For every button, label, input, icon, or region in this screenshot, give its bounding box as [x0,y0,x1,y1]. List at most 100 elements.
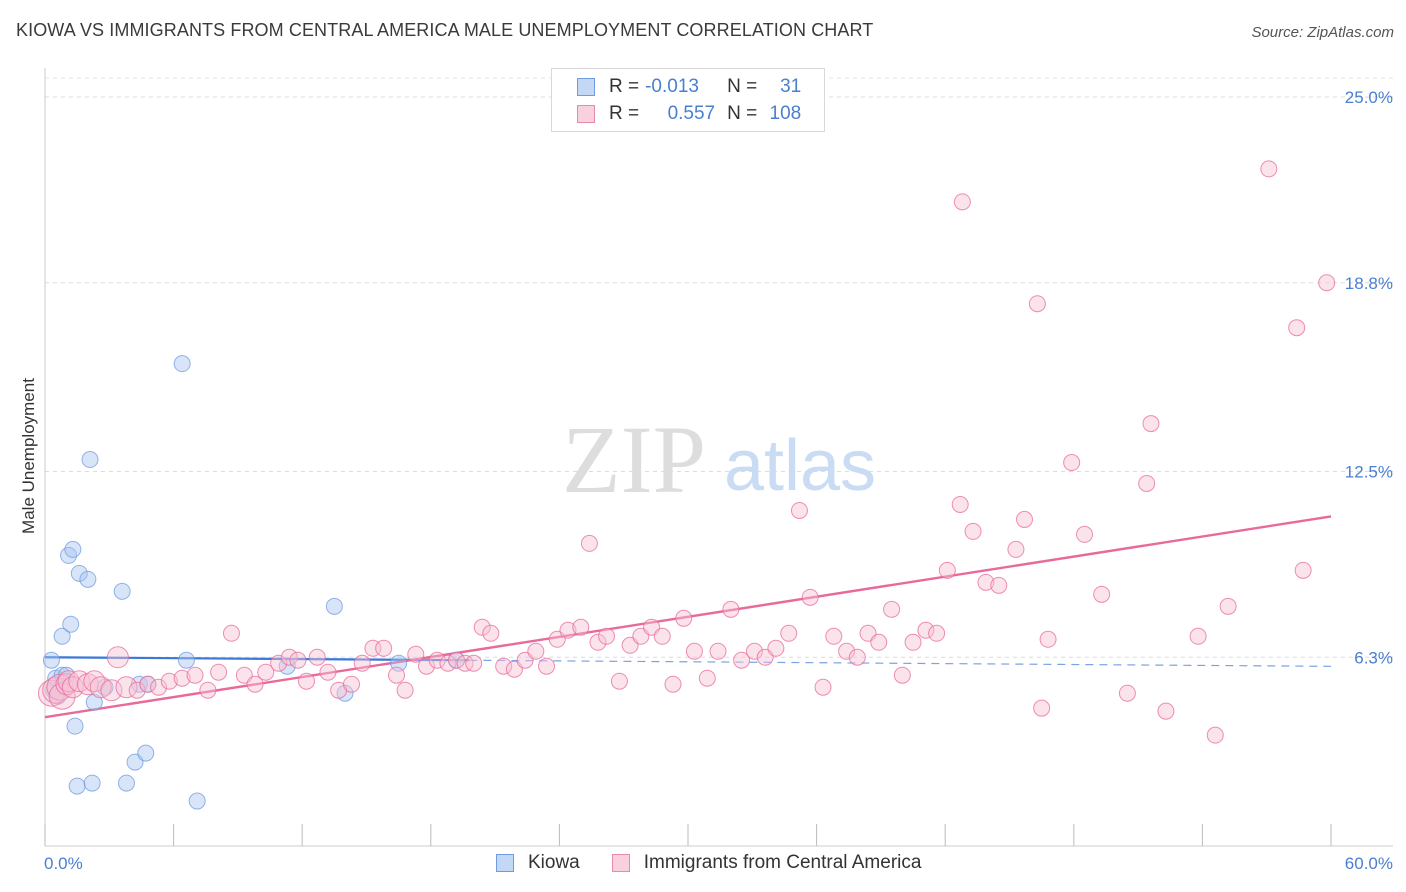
central-america-point [685,642,703,660]
central-america-point [89,676,112,699]
central-america-point [938,561,956,579]
central-america-point [1138,474,1156,492]
legend-n-label: N = [727,103,758,124]
legend-item-kiowa: Kiowa [496,852,580,874]
legend-item-central-america: Immigrants from Central America [611,852,922,874]
central-america-point [1206,726,1224,744]
central-america-point [270,654,288,672]
central-america-point [538,657,556,675]
kiowa-point [81,451,99,469]
central-america-point [767,639,785,657]
central-america-point [61,676,84,699]
legend-swatch-kiowa [577,78,595,96]
series-legend: Kiowa Immigrants from Central America [496,852,953,874]
central-america-point [653,627,671,645]
central-america-point [801,588,819,606]
central-america-point [1294,561,1312,579]
central-america-trend-line [44,515,1332,719]
legend-row-central-america: R = 0.557 N = 108 [552,102,801,126]
central-america-point [527,642,545,660]
kiowa-point [64,540,82,558]
central-america-point [173,669,191,687]
kiowa-point [68,777,86,795]
legend-n-label: N = [727,76,758,97]
central-america-point [559,621,577,639]
central-america-point [396,681,414,699]
central-america-point [465,654,483,672]
central-america-point [598,627,616,645]
central-america-point [790,501,808,519]
central-america-point [1288,319,1306,337]
central-america-point [883,600,901,618]
source-label: Source: ZipAtlas.com [1251,24,1394,41]
legend-r-label: R = [609,103,640,124]
central-america-point [456,654,474,672]
y-tick-label: 18.8% [1345,274,1393,293]
kiowa-point [66,717,84,735]
central-america-point [160,672,178,690]
central-america-point [928,624,946,642]
chart-title: KIOWA VS IMMIGRANTS FROM CENTRAL AMERICA… [16,20,874,40]
axes [44,68,1393,847]
central-america-point [150,678,168,696]
central-america-point [106,646,129,669]
kiowa-point [79,570,97,588]
legend-swatch-central-america [611,854,630,872]
kiowa-point [325,597,343,615]
legend-r-label: R = [609,76,640,97]
central-america-point [199,681,217,699]
central-america-point [610,672,628,690]
kiowa-point [177,651,195,669]
central-america-point [128,681,146,699]
central-america-point [572,618,590,636]
central-america-point [1260,160,1278,178]
central-america-point [418,657,436,675]
central-america-point [838,642,856,660]
central-america-point [482,624,500,642]
central-america-point [139,675,157,693]
central-america-point [83,670,106,693]
central-america-point [675,609,693,627]
legend-label-central-america: Immigrants from Central America [643,852,922,873]
watermark-atlas: atlas [724,426,876,506]
kiowa-point [53,627,71,645]
central-america-point [115,676,138,699]
central-america-point [1039,630,1057,648]
kiowa-point [113,582,131,600]
central-america-point [375,639,393,657]
central-america-point [342,675,360,693]
central-america-point [664,675,682,693]
central-america-point [1016,510,1034,528]
central-america-point [589,633,607,651]
central-america-point [814,678,832,696]
legend-n-value: 108 [769,103,802,124]
central-america-point [990,576,1008,594]
central-america-point [186,666,204,684]
central-america-point [100,679,123,702]
kiowa-point [70,564,88,582]
tick-labels: 6.3% 12.5% 18.8% 25.0% 0.0% 60.0% [44,88,1393,873]
central-america-point [319,663,337,681]
kiowa-point [60,546,78,564]
central-america-point [495,657,513,675]
central-america-point [68,670,91,693]
trend-lines [44,515,1332,719]
kiowa-point [188,792,206,810]
x-tick-label: 60.0% [1345,854,1393,873]
gridlines [45,77,1393,658]
correlation-legend: R = -0.013 N = 31 R = 0.557 N = 108 [551,68,825,132]
central-america-point [733,651,751,669]
central-america-point [407,645,425,663]
central-america-point [297,672,315,690]
central-america-point [388,666,406,684]
kiowa-point [137,744,155,762]
central-america-point [904,633,922,651]
central-america-point [76,673,99,696]
central-america-point [289,651,307,669]
central-america-point [1189,627,1207,645]
central-america-point [1007,540,1025,558]
central-america-point [893,666,911,684]
y-axis-label: Male Unemployment [19,378,38,534]
legend-swatch-kiowa [496,854,514,872]
central-america-point [1118,684,1136,702]
